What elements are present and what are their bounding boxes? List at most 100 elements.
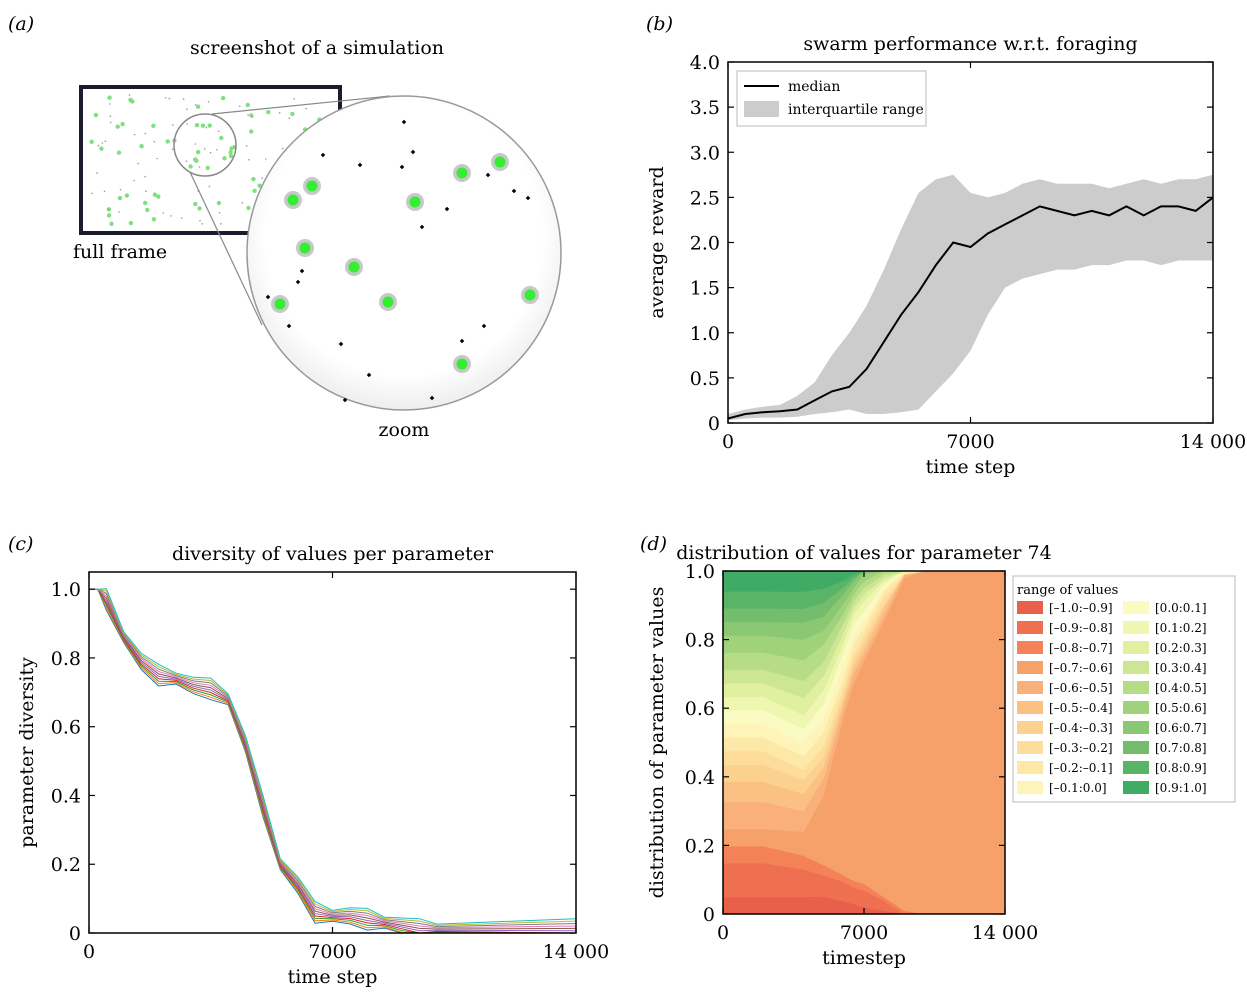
- particle-agent: [145, 190, 147, 192]
- y-tick-label: 0.4: [51, 785, 81, 807]
- particle-agent: [233, 145, 235, 148]
- particle-green: [139, 144, 144, 149]
- y-tick-label: 1.0: [51, 579, 81, 601]
- particle-green: [145, 207, 150, 213]
- panel-label-b: (b): [646, 13, 673, 35]
- x-tick-label: 14 000: [972, 922, 1038, 944]
- y-tick-label: 0: [69, 923, 81, 945]
- legend-label: [–0.5:–0.4]: [1049, 701, 1113, 715]
- particle-agent: [218, 130, 220, 133]
- agent-marker: [299, 268, 305, 274]
- legend-label: [0.1:0.2]: [1155, 621, 1207, 635]
- particle-agent: [218, 212, 221, 214]
- particle-agent: [109, 103, 111, 105]
- y-axis-label: distribution of parameter values: [646, 587, 668, 899]
- legend-swatch: [1123, 781, 1149, 794]
- x-axis-label: time step: [288, 966, 378, 988]
- particle-agent: [109, 115, 112, 117]
- panel-label-d: (d): [640, 533, 667, 555]
- legend-swatch: [1123, 721, 1149, 734]
- legend-label-median: median: [788, 79, 840, 95]
- particle-green: [116, 150, 122, 155]
- particle-agent: [265, 158, 267, 160]
- diversity-line: [89, 588, 577, 930]
- y-tick-label: 1.0: [685, 561, 715, 583]
- x-tick-label: 14 000: [543, 941, 609, 963]
- particle-agent: [288, 117, 291, 119]
- x-tick-label: 0: [83, 941, 95, 963]
- particle-agent: [248, 159, 250, 161]
- particle-agent: [144, 175, 146, 178]
- legend-title: range of values: [1017, 583, 1118, 598]
- particle-agent: [162, 212, 165, 214]
- legend-label: [0.6:0.7]: [1155, 721, 1207, 735]
- particle-green: [228, 153, 234, 159]
- particle-green: [207, 123, 212, 128]
- particle-green: [106, 213, 112, 218]
- particle-green: [194, 123, 200, 128]
- particle-green: [251, 176, 256, 182]
- panel-label-a: (a): [8, 13, 34, 35]
- chart-parameter-74-distribution: 0 7000 14 00000.20.40.60.81.0distribution …: [646, 542, 1236, 969]
- legend-label: [–0.8:–0.7]: [1049, 641, 1113, 655]
- particle-agent: [194, 143, 197, 145]
- zoom-particles: [265, 119, 539, 403]
- particle-green: [200, 123, 206, 128]
- particle-green: [216, 200, 222, 206]
- legend-swatch: [1123, 681, 1149, 694]
- particle-green: [193, 201, 198, 207]
- particle-green: [257, 183, 262, 188]
- legend-swatch: [1017, 681, 1043, 694]
- particle-agent: [186, 108, 188, 110]
- food-item: [348, 261, 360, 273]
- food-item: [382, 296, 394, 308]
- legend-swatch: [1017, 621, 1043, 634]
- legend-label: [–0.3:–0.2]: [1049, 741, 1113, 755]
- legend-swatch-iqr: [744, 101, 779, 117]
- particle-green: [120, 121, 125, 127]
- agent-marker: [481, 323, 487, 329]
- food-item: [299, 242, 311, 254]
- food-item: [456, 167, 468, 179]
- y-axis-label: average reward: [646, 166, 668, 318]
- diversity-line: [89, 588, 576, 934]
- particle-green: [249, 129, 254, 134]
- legend-swatch: [1123, 741, 1149, 754]
- particle-agent: [119, 188, 122, 191]
- particle-agent: [216, 149, 218, 151]
- legend-swatch: [1123, 761, 1149, 774]
- legend-label: [–1.0:–0.9]: [1049, 601, 1113, 615]
- legend-label-iqr: interquartile range: [788, 102, 924, 118]
- legend-swatch: [1123, 641, 1149, 654]
- particle-agent: [182, 98, 185, 100]
- particle-green: [245, 102, 250, 108]
- particle-agent: [128, 94, 131, 96]
- particle-agent: [207, 101, 210, 103]
- particle-agent: [109, 121, 112, 124]
- food-item: [274, 298, 286, 310]
- agent-marker: [338, 341, 344, 347]
- particle-green: [143, 200, 148, 206]
- particle-green: [222, 156, 227, 161]
- panel-a-title: screenshot of a simulation: [190, 37, 444, 59]
- chart-title: diversity of values per parameter: [172, 543, 494, 565]
- y-tick-label: 3.5: [690, 97, 720, 119]
- particle-green: [165, 139, 170, 144]
- legend-swatch: [1123, 601, 1149, 614]
- y-tick-label: 1.0: [690, 323, 720, 345]
- diversity-line: [89, 588, 577, 925]
- full-frame-label: full frame: [73, 241, 167, 263]
- zoom-connector-bottom: [189, 171, 263, 326]
- x-tick-label: 7000: [308, 941, 356, 963]
- particle-agent: [156, 157, 158, 160]
- particle-green: [252, 188, 257, 193]
- particle-agent: [133, 179, 135, 182]
- legend-label: [–0.9:–0.8]: [1049, 621, 1113, 635]
- chart-title: distribution of values for parameter 74: [676, 542, 1051, 564]
- y-tick-label: 3.0: [690, 142, 720, 164]
- food-item: [456, 358, 468, 370]
- y-tick-label: 0.8: [51, 648, 81, 670]
- particle-green: [99, 146, 104, 151]
- y-tick-label: 0: [703, 904, 715, 926]
